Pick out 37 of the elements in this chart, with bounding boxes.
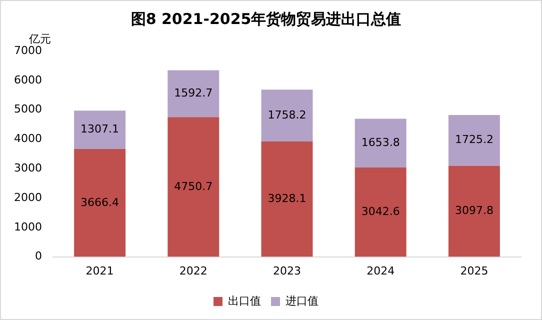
data-label: 3042.6 <box>361 204 400 218</box>
data-label: 3928.1 <box>268 192 306 205</box>
y-tick-label: 3000 <box>14 161 42 174</box>
bar <box>168 70 220 118</box>
bar <box>74 149 126 257</box>
bar <box>261 141 313 257</box>
bar <box>448 166 500 257</box>
bar <box>354 118 406 168</box>
chart-title: 图8 2021-2025年货物贸易进出口总值 <box>130 10 402 28</box>
x-tick-label: 2021 <box>86 264 114 278</box>
bar <box>354 167 406 257</box>
y-tick-label: 7000 <box>14 44 42 57</box>
data-label: 1725.2 <box>454 133 494 146</box>
data-label: 1592.7 <box>174 86 213 100</box>
legend-label: 出口值 <box>228 294 261 308</box>
data-label: 3097.8 <box>454 204 494 218</box>
y-axis-title: 亿元 <box>28 32 51 46</box>
bar <box>168 117 220 257</box>
data-label: 1307.1 <box>80 122 120 136</box>
y-tick-label: 0 <box>34 250 42 263</box>
x-tick-label: 2023 <box>272 264 301 278</box>
data-label: 1653.8 <box>361 136 400 149</box>
y-tick-label: 5000 <box>14 102 42 116</box>
bar <box>261 90 313 142</box>
x-tick-label: 2025 <box>460 264 488 278</box>
bar <box>74 110 126 150</box>
data-label: 1758.2 <box>268 108 306 122</box>
data-label: 4750.7 <box>174 180 213 193</box>
y-tick-label: 6000 <box>14 73 42 86</box>
y-tick-label: 1000 <box>14 220 42 234</box>
y-tick-label: 2000 <box>14 190 42 204</box>
legend-label: 进口值 <box>286 294 318 308</box>
x-tick-label: 2022 <box>179 264 208 278</box>
x-tick-label: 2024 <box>366 264 395 278</box>
data-label: 3666.4 <box>80 196 120 209</box>
bar <box>448 115 500 166</box>
y-tick-label: 4000 <box>14 132 42 146</box>
